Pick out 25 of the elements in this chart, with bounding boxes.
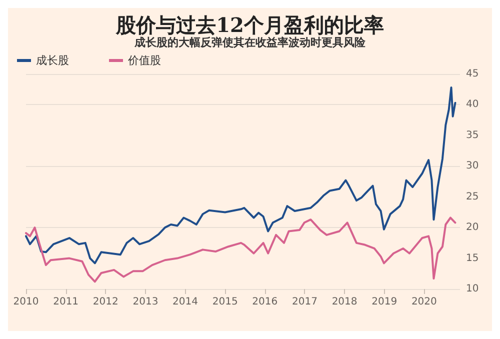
chart-subtitle: 成长股的大幅反弹使其在收益率波动时更具风险 [134,36,366,49]
y-tick-label: 25 [466,191,479,202]
x-tick-label: 2019 [372,296,398,308]
y-tick-label: 10 [466,284,479,294]
x-tick-label: 2016 [252,296,278,308]
x-tick-label: 2020 [411,296,437,308]
x-tick-label: 2013 [132,296,158,308]
x-tick-label: 2018 [332,296,358,308]
legend-label: 成长股 [36,54,69,67]
y-tick-label: 45 [466,68,479,80]
line-series [25,86,456,264]
chart-title: 股价与过去12个月盈利的比率 [115,13,384,37]
y-tick-label: 15 [466,252,479,264]
line-series [25,216,456,283]
legend-label: 价值股 [127,54,161,67]
x-tick-label: 2012 [92,296,118,308]
y-tick-label: 35 [466,130,479,141]
x-tick-label: 2014 [172,296,198,308]
y-tick-label: 40 [466,99,479,110]
x-tick-label: 2010 [13,296,39,308]
x-tick-label: 2015 [212,296,238,308]
x-tick-label: 2011 [53,296,79,308]
y-tick-label: 20 [466,222,479,234]
x-tick-label: 2017 [292,296,318,308]
y-tick-label: 30 [466,160,479,172]
